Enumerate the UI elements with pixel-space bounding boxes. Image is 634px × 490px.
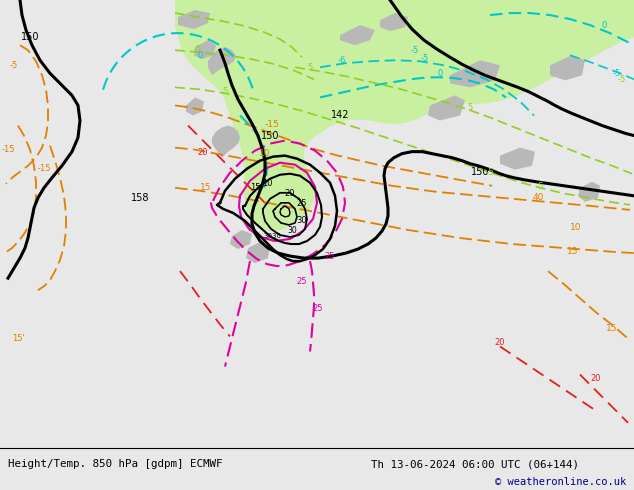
Text: -15: -15 (264, 120, 280, 129)
Text: -5: -5 (536, 182, 545, 191)
Text: 25: 25 (297, 277, 307, 286)
Text: -5: -5 (10, 61, 18, 70)
Text: 0: 0 (602, 21, 607, 29)
Text: 10: 10 (570, 223, 582, 232)
Text: 25: 25 (313, 304, 323, 313)
Text: 15: 15 (567, 246, 579, 256)
Text: Height/Temp. 850 hPa [gdpm] ECMWF: Height/Temp. 850 hPa [gdpm] ECMWF (8, 459, 222, 469)
Text: 3030: 3030 (263, 233, 281, 239)
Text: 5: 5 (223, 87, 228, 96)
Text: -5: -5 (411, 46, 419, 55)
Text: 5: 5 (307, 63, 313, 72)
Text: 15: 15 (200, 183, 212, 192)
Text: -5: -5 (194, 45, 202, 54)
Text: 30: 30 (287, 226, 297, 236)
Text: 25: 25 (325, 251, 335, 261)
Text: -5: -5 (486, 168, 495, 177)
Text: 150: 150 (471, 167, 489, 177)
Text: -6: -6 (338, 56, 346, 65)
Text: 150: 150 (261, 130, 279, 141)
Text: 20: 20 (285, 189, 295, 198)
Text: 142: 142 (331, 110, 349, 121)
Text: Th 13-06-2024 06:00 UTC (06+144): Th 13-06-2024 06:00 UTC (06+144) (371, 459, 579, 469)
Text: -5: -5 (613, 69, 621, 78)
Text: 158: 158 (131, 193, 149, 203)
Text: 30: 30 (297, 217, 307, 225)
Text: -5: -5 (421, 54, 429, 63)
Text: 20: 20 (591, 374, 601, 383)
Text: 15': 15' (11, 334, 24, 343)
Text: 10: 10 (262, 179, 272, 188)
Text: 10: 10 (259, 149, 271, 158)
Text: -15: -15 (1, 145, 15, 154)
Text: -5: -5 (618, 75, 626, 84)
Text: 0: 0 (197, 51, 203, 60)
Text: 150: 150 (21, 32, 39, 42)
Text: -15: -15 (37, 164, 51, 173)
Text: 5: 5 (467, 103, 472, 112)
Text: 25: 25 (297, 199, 307, 208)
Text: 15: 15 (250, 183, 260, 192)
Text: 15: 15 (606, 324, 618, 333)
Text: © weatheronline.co.uk: © weatheronline.co.uk (495, 477, 626, 487)
Text: 20: 20 (495, 338, 505, 347)
Text: 40: 40 (533, 194, 544, 202)
Text: 20: 20 (198, 148, 208, 157)
Text: 0: 0 (437, 69, 443, 78)
